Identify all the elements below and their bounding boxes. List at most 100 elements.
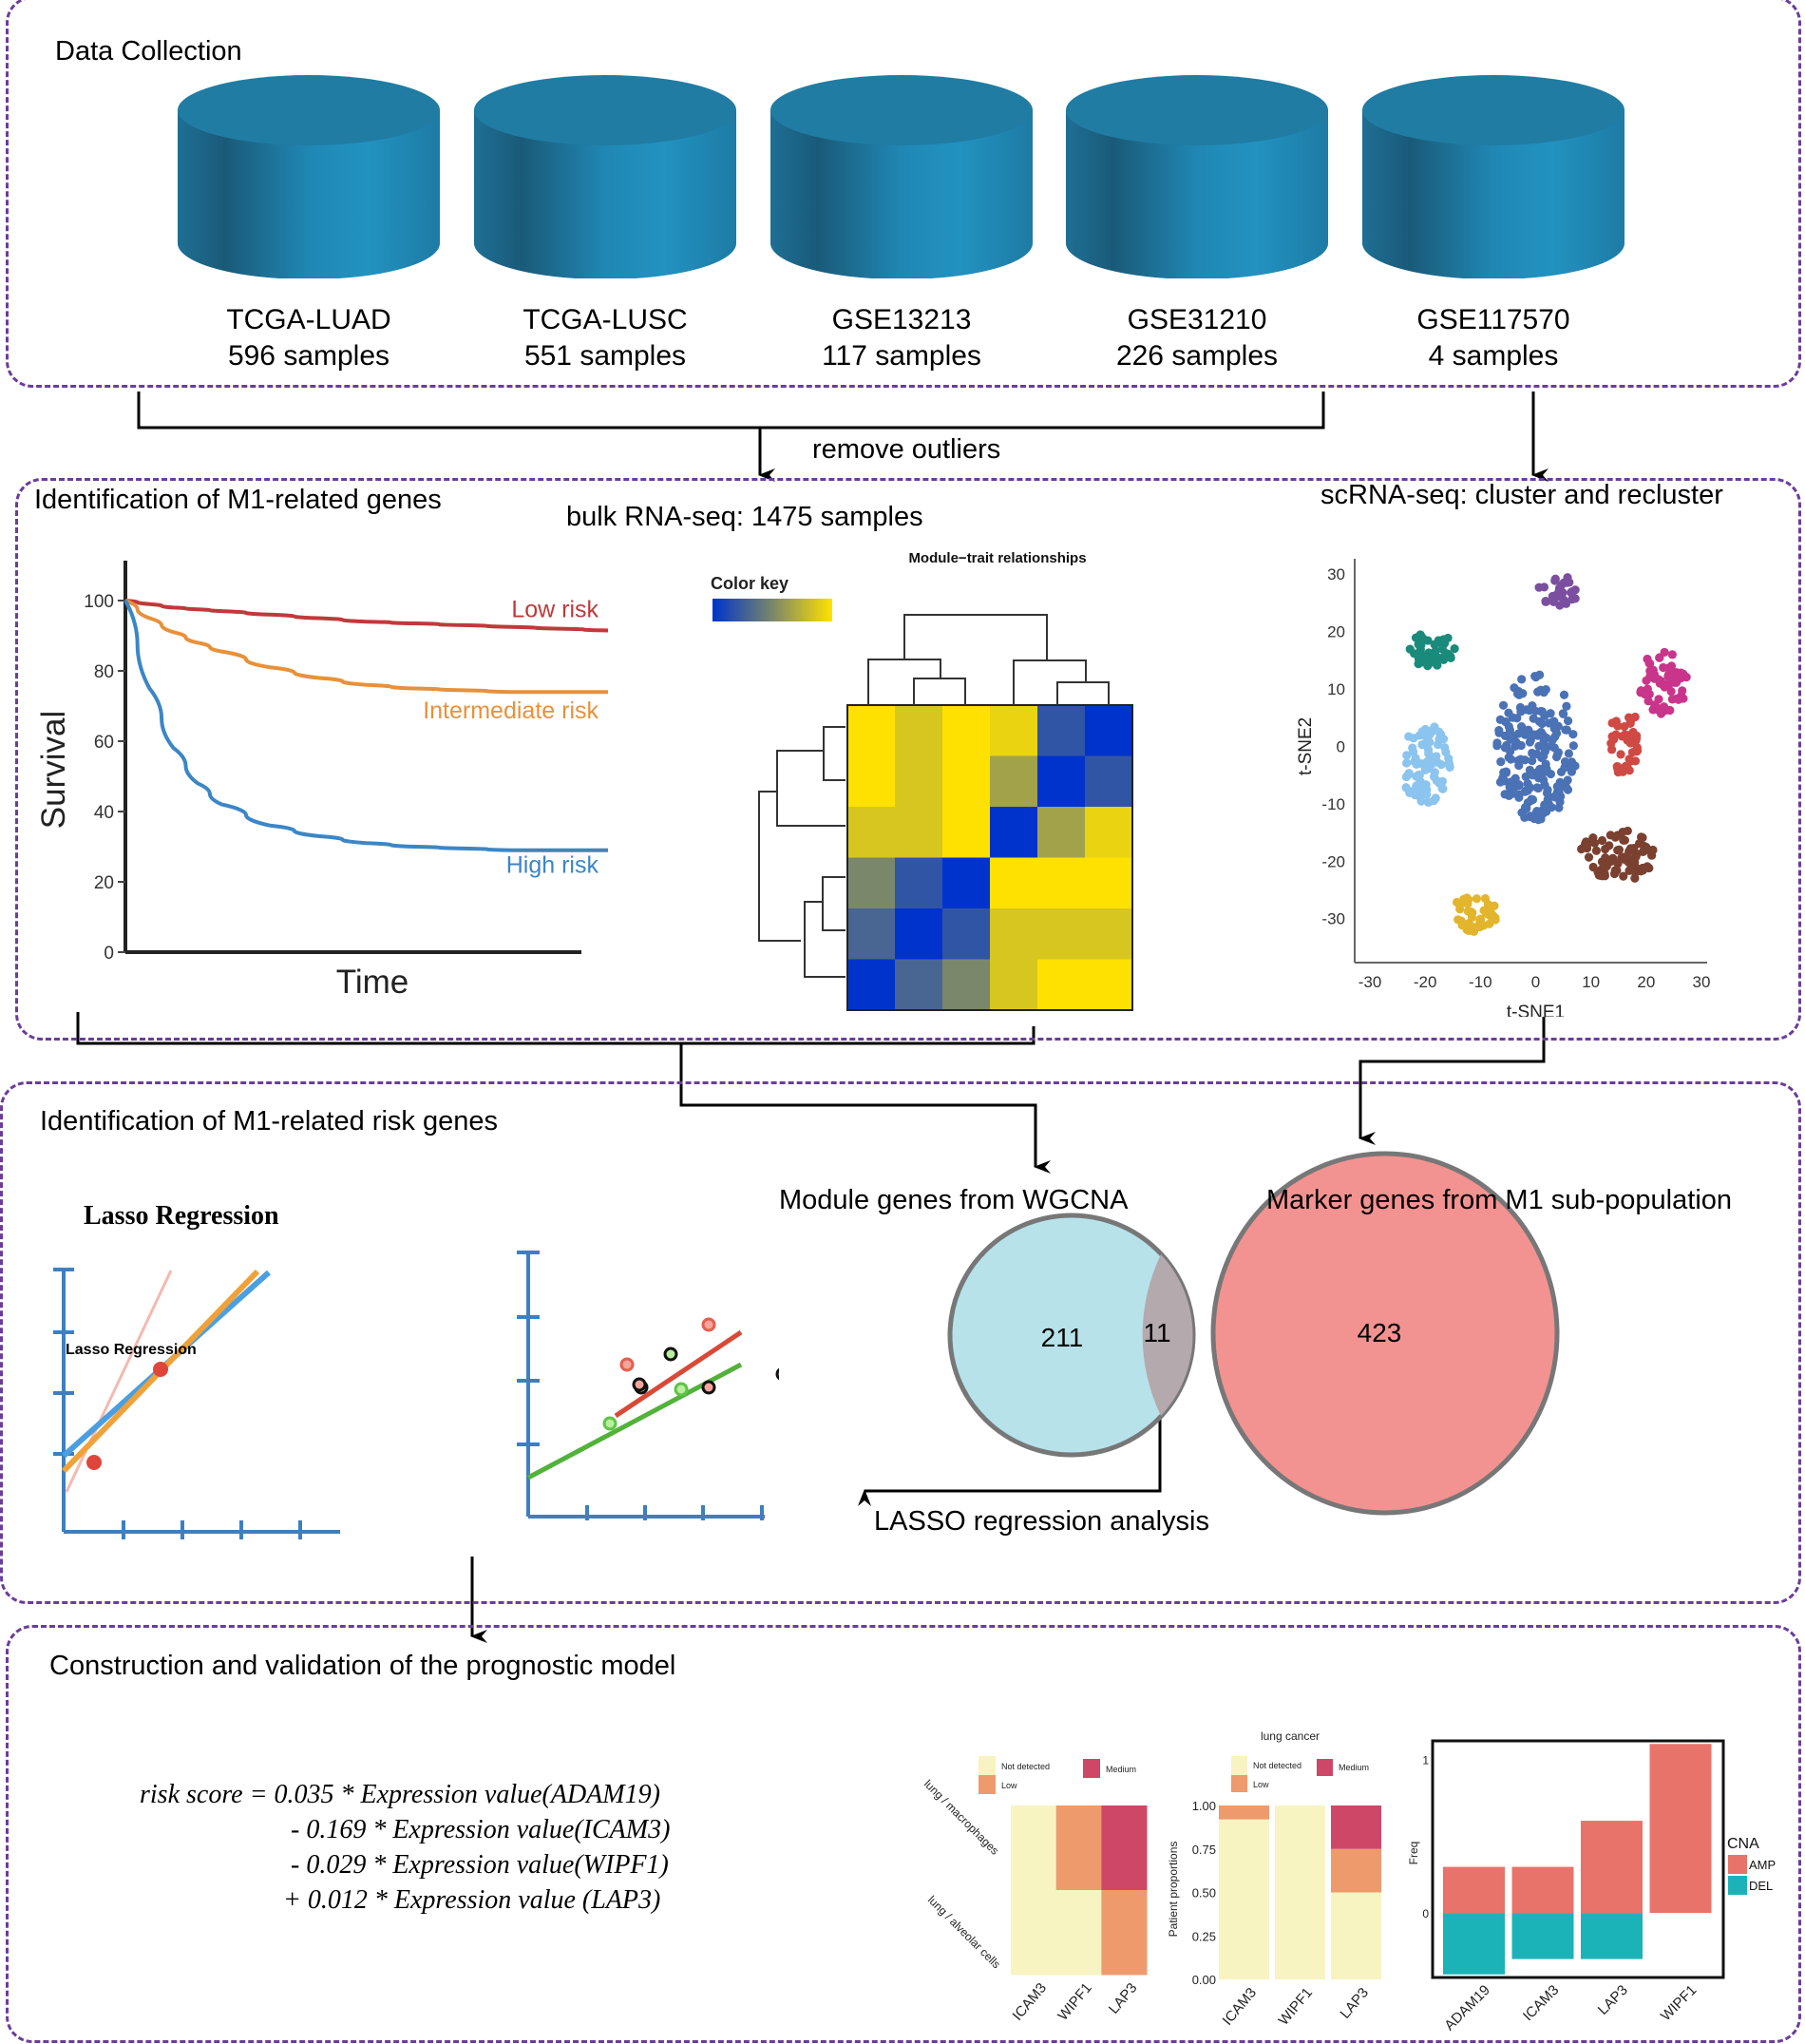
scatter-point xyxy=(1644,659,1654,668)
scatter-point xyxy=(1607,732,1617,741)
scatter-point xyxy=(1672,694,1682,703)
scatter-point xyxy=(1655,653,1664,662)
scatter-point xyxy=(1466,907,1475,918)
scatter-point xyxy=(1480,893,1491,904)
cylinder-top xyxy=(474,75,736,145)
scatter-point xyxy=(1682,673,1691,682)
scatter-point xyxy=(1546,709,1555,718)
dataset-label: GSE13213 117 samples xyxy=(764,302,1039,374)
model-panel xyxy=(6,1625,1801,2043)
scatter-point xyxy=(1522,705,1531,715)
scatter-point xyxy=(1437,644,1447,654)
heatmap-cell xyxy=(1085,705,1133,756)
scatter-point xyxy=(1495,777,1506,787)
heatmap-cell xyxy=(942,755,991,808)
scatter-point xyxy=(1506,735,1515,744)
formula-line-2: - 0.169 * Expression value(ICAM3) xyxy=(291,1815,671,1844)
series-label: Low risk xyxy=(511,596,598,622)
y-tick-label: 0.50 xyxy=(1192,1886,1216,1901)
y-axis-title: t-SNE2 xyxy=(1296,717,1316,775)
scatter-point xyxy=(1570,594,1580,603)
scatter-point xyxy=(1421,783,1431,793)
scatter-point xyxy=(1613,846,1623,855)
heatmap-cell xyxy=(1085,959,1133,1011)
scatter-point xyxy=(1469,926,1479,936)
scatter-point xyxy=(1644,697,1653,706)
scatter-point xyxy=(1624,866,1634,875)
scatter-point xyxy=(1504,708,1513,717)
scatter-point xyxy=(1563,716,1573,726)
scatter-point xyxy=(1414,650,1423,659)
x-tick-label: WIPF1 xyxy=(1276,1985,1316,2029)
scatter-point xyxy=(1433,660,1442,670)
dataset-name: GSE13213 xyxy=(831,304,972,335)
scatter-point xyxy=(1436,759,1446,770)
heatmap-cell xyxy=(942,908,991,960)
data-collection-panel xyxy=(6,0,1801,388)
scatter-point xyxy=(1559,709,1568,719)
module-trait-heatmap: Module−trait relationships Color key xyxy=(711,550,1133,1011)
scatter-point xyxy=(1619,871,1628,881)
scatter-point xyxy=(1568,730,1578,739)
y-tick-label: 20 xyxy=(1327,623,1345,641)
x-tick-label: ICAM3 xyxy=(1220,1985,1260,2029)
scatter-point xyxy=(1559,690,1569,699)
scatter-point xyxy=(1437,776,1448,786)
regression-line-red xyxy=(614,1329,743,1419)
lasso-plot-left: Lasso Regression xyxy=(53,1268,340,1539)
scatter-point xyxy=(1429,795,1438,806)
heatmap-cell xyxy=(895,807,943,858)
y-tick-label: 1.00 xyxy=(1192,1799,1216,1813)
scatter-point xyxy=(1544,798,1553,809)
tsne-scatter: -30 -20 -10 0 10 20 30 -30 -20 -10 0 10 20 30 t-SNE1 t-… xyxy=(1296,559,1710,1017)
x-tick-label: WIPF1 xyxy=(1658,1982,1700,2024)
scatter-point xyxy=(1542,788,1552,798)
bulk-rnaseq-label: bulk RNA-seq: 1475 samples xyxy=(566,502,923,532)
bar-segment xyxy=(1331,1848,1381,1893)
bar-segment xyxy=(1581,1913,1643,1959)
lasso-point xyxy=(153,1362,168,1377)
scatter-point xyxy=(1430,768,1439,777)
scatter-point xyxy=(1528,794,1538,805)
venn-count-wgcna: 211 xyxy=(1041,1323,1084,1352)
scatter-point xyxy=(1663,681,1673,691)
y-tick-label: 40 xyxy=(94,803,114,823)
scatter-point xyxy=(1510,782,1519,793)
dataset-name: TCGA-LUSC xyxy=(522,304,688,335)
scatter-point xyxy=(1553,721,1563,731)
y-tick-label: 80 xyxy=(94,662,114,682)
scatter-point xyxy=(1404,769,1414,778)
scatter-point xyxy=(1525,765,1535,775)
row-label: lung / alveolar cells xyxy=(925,1893,1003,1971)
heatmap-cell xyxy=(990,705,1038,756)
scatter-point xyxy=(1485,906,1495,915)
column-label: WIPF1 xyxy=(1054,1980,1094,2024)
venn-label-marker: Marker genes from M1 sub-population xyxy=(1266,1185,1732,1215)
scatter-point xyxy=(1561,725,1570,735)
dendrogram-branch xyxy=(822,876,846,931)
dataset-samples: 117 samples xyxy=(822,340,981,372)
chart-title: lung cancer xyxy=(1261,1729,1320,1743)
tissue-cell xyxy=(1011,1890,1057,1976)
legend-label: Not detected xyxy=(1001,1762,1050,1771)
scatter-point xyxy=(1552,787,1563,797)
scatter-point xyxy=(1591,846,1602,855)
scatter-point xyxy=(1537,707,1547,716)
m1-genes-panel xyxy=(15,478,1801,1041)
scatter-point xyxy=(1536,727,1546,737)
cylinder-top xyxy=(1066,75,1328,145)
formula-line-1: risk score = 0.035 * Expression value(AD… xyxy=(140,1780,660,1809)
venn-intersection xyxy=(1142,1254,1193,1416)
scatter-point xyxy=(1417,727,1427,736)
bar-segment xyxy=(1331,1892,1381,1979)
heatmap-cell xyxy=(847,705,896,756)
y-axis-title: Patient proportions xyxy=(1167,1842,1180,1938)
scatter-point xyxy=(1628,727,1638,737)
scatter-point xyxy=(1520,812,1530,822)
scatter-point xyxy=(1616,750,1625,759)
database-cylinder-icon xyxy=(474,75,736,278)
formula-line-3: - 0.029 * Expression value(WIPF1) xyxy=(291,1850,669,1880)
scatter-point xyxy=(1666,661,1677,671)
scatter-point xyxy=(1535,764,1545,774)
scatter-point xyxy=(1401,783,1411,793)
